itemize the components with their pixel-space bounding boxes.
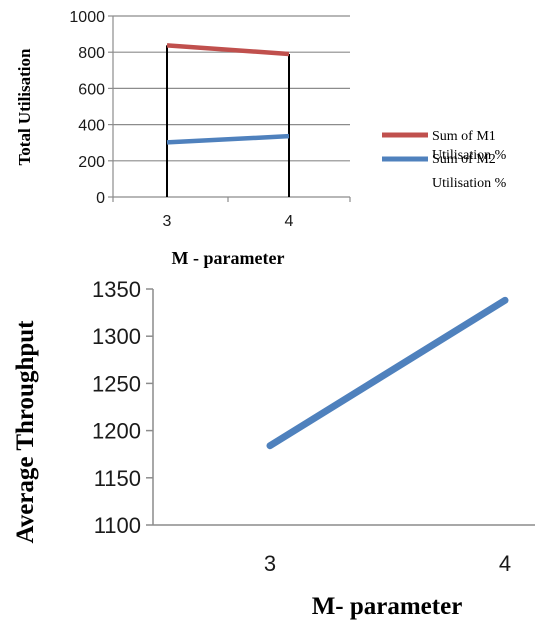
chart1-y-tick-label: 0: [96, 190, 105, 207]
legend-label-m2-line1: Sum of M2: [432, 152, 496, 167]
chart2-series-line: [266, 296, 509, 450]
throughput-chart: 1100 1150 1200 1250 1300 1350 3 4 Average Throu…: [12, 277, 535, 620]
chart1-x-axis-label: M - parameter: [172, 248, 285, 268]
chart1-series-line-m2: [166, 133, 290, 145]
chart1-y-tick-label: 800: [78, 45, 105, 62]
chart2-y-tick-label: 1100: [94, 513, 141, 538]
utilisation-chart: 0 200 400 600 800 1000 3 4 Total Utilisation M …: [15, 9, 507, 268]
chart2-x-axis-label: M- parameter: [312, 593, 463, 620]
chart2-y-tick-label: 1250: [92, 371, 141, 396]
chart1-y-tick-label: 400: [78, 118, 105, 135]
chart1-y-axis-label: Total Utilisation: [15, 48, 34, 166]
chart2-y-tick-label: 1200: [92, 419, 141, 444]
chart1-series-line-m1: [166, 43, 290, 57]
legend-label-m1-line1: Sum of M1: [432, 129, 496, 144]
chart2-x-tick-label: 4: [499, 551, 511, 576]
chart1-x-tick-label: 3: [163, 213, 172, 230]
chart2-y-axis-label: Average Throughput: [12, 320, 39, 544]
chart1-y-tick-label: 1000: [69, 9, 105, 26]
chart1-x-tick-label: 4: [285, 213, 294, 230]
chart2-y-tick-label: 1350: [92, 277, 141, 302]
chart1-y-tick-label: 600: [78, 81, 105, 98]
chart2-x-tick-label: 3: [264, 551, 276, 576]
chart1-y-tick-label: 200: [78, 154, 105, 171]
chart1-legend: Sum of M1 Utilisation % Sum of M2 Utilis…: [382, 129, 507, 191]
legend-label-m1-line2: Utilisation %: [432, 148, 507, 163]
chart2-y-tick-label: 1300: [92, 324, 141, 349]
chart2-y-tick-label: 1150: [94, 466, 141, 491]
legend-label-m2-line2: Utilisation %: [432, 176, 507, 191]
